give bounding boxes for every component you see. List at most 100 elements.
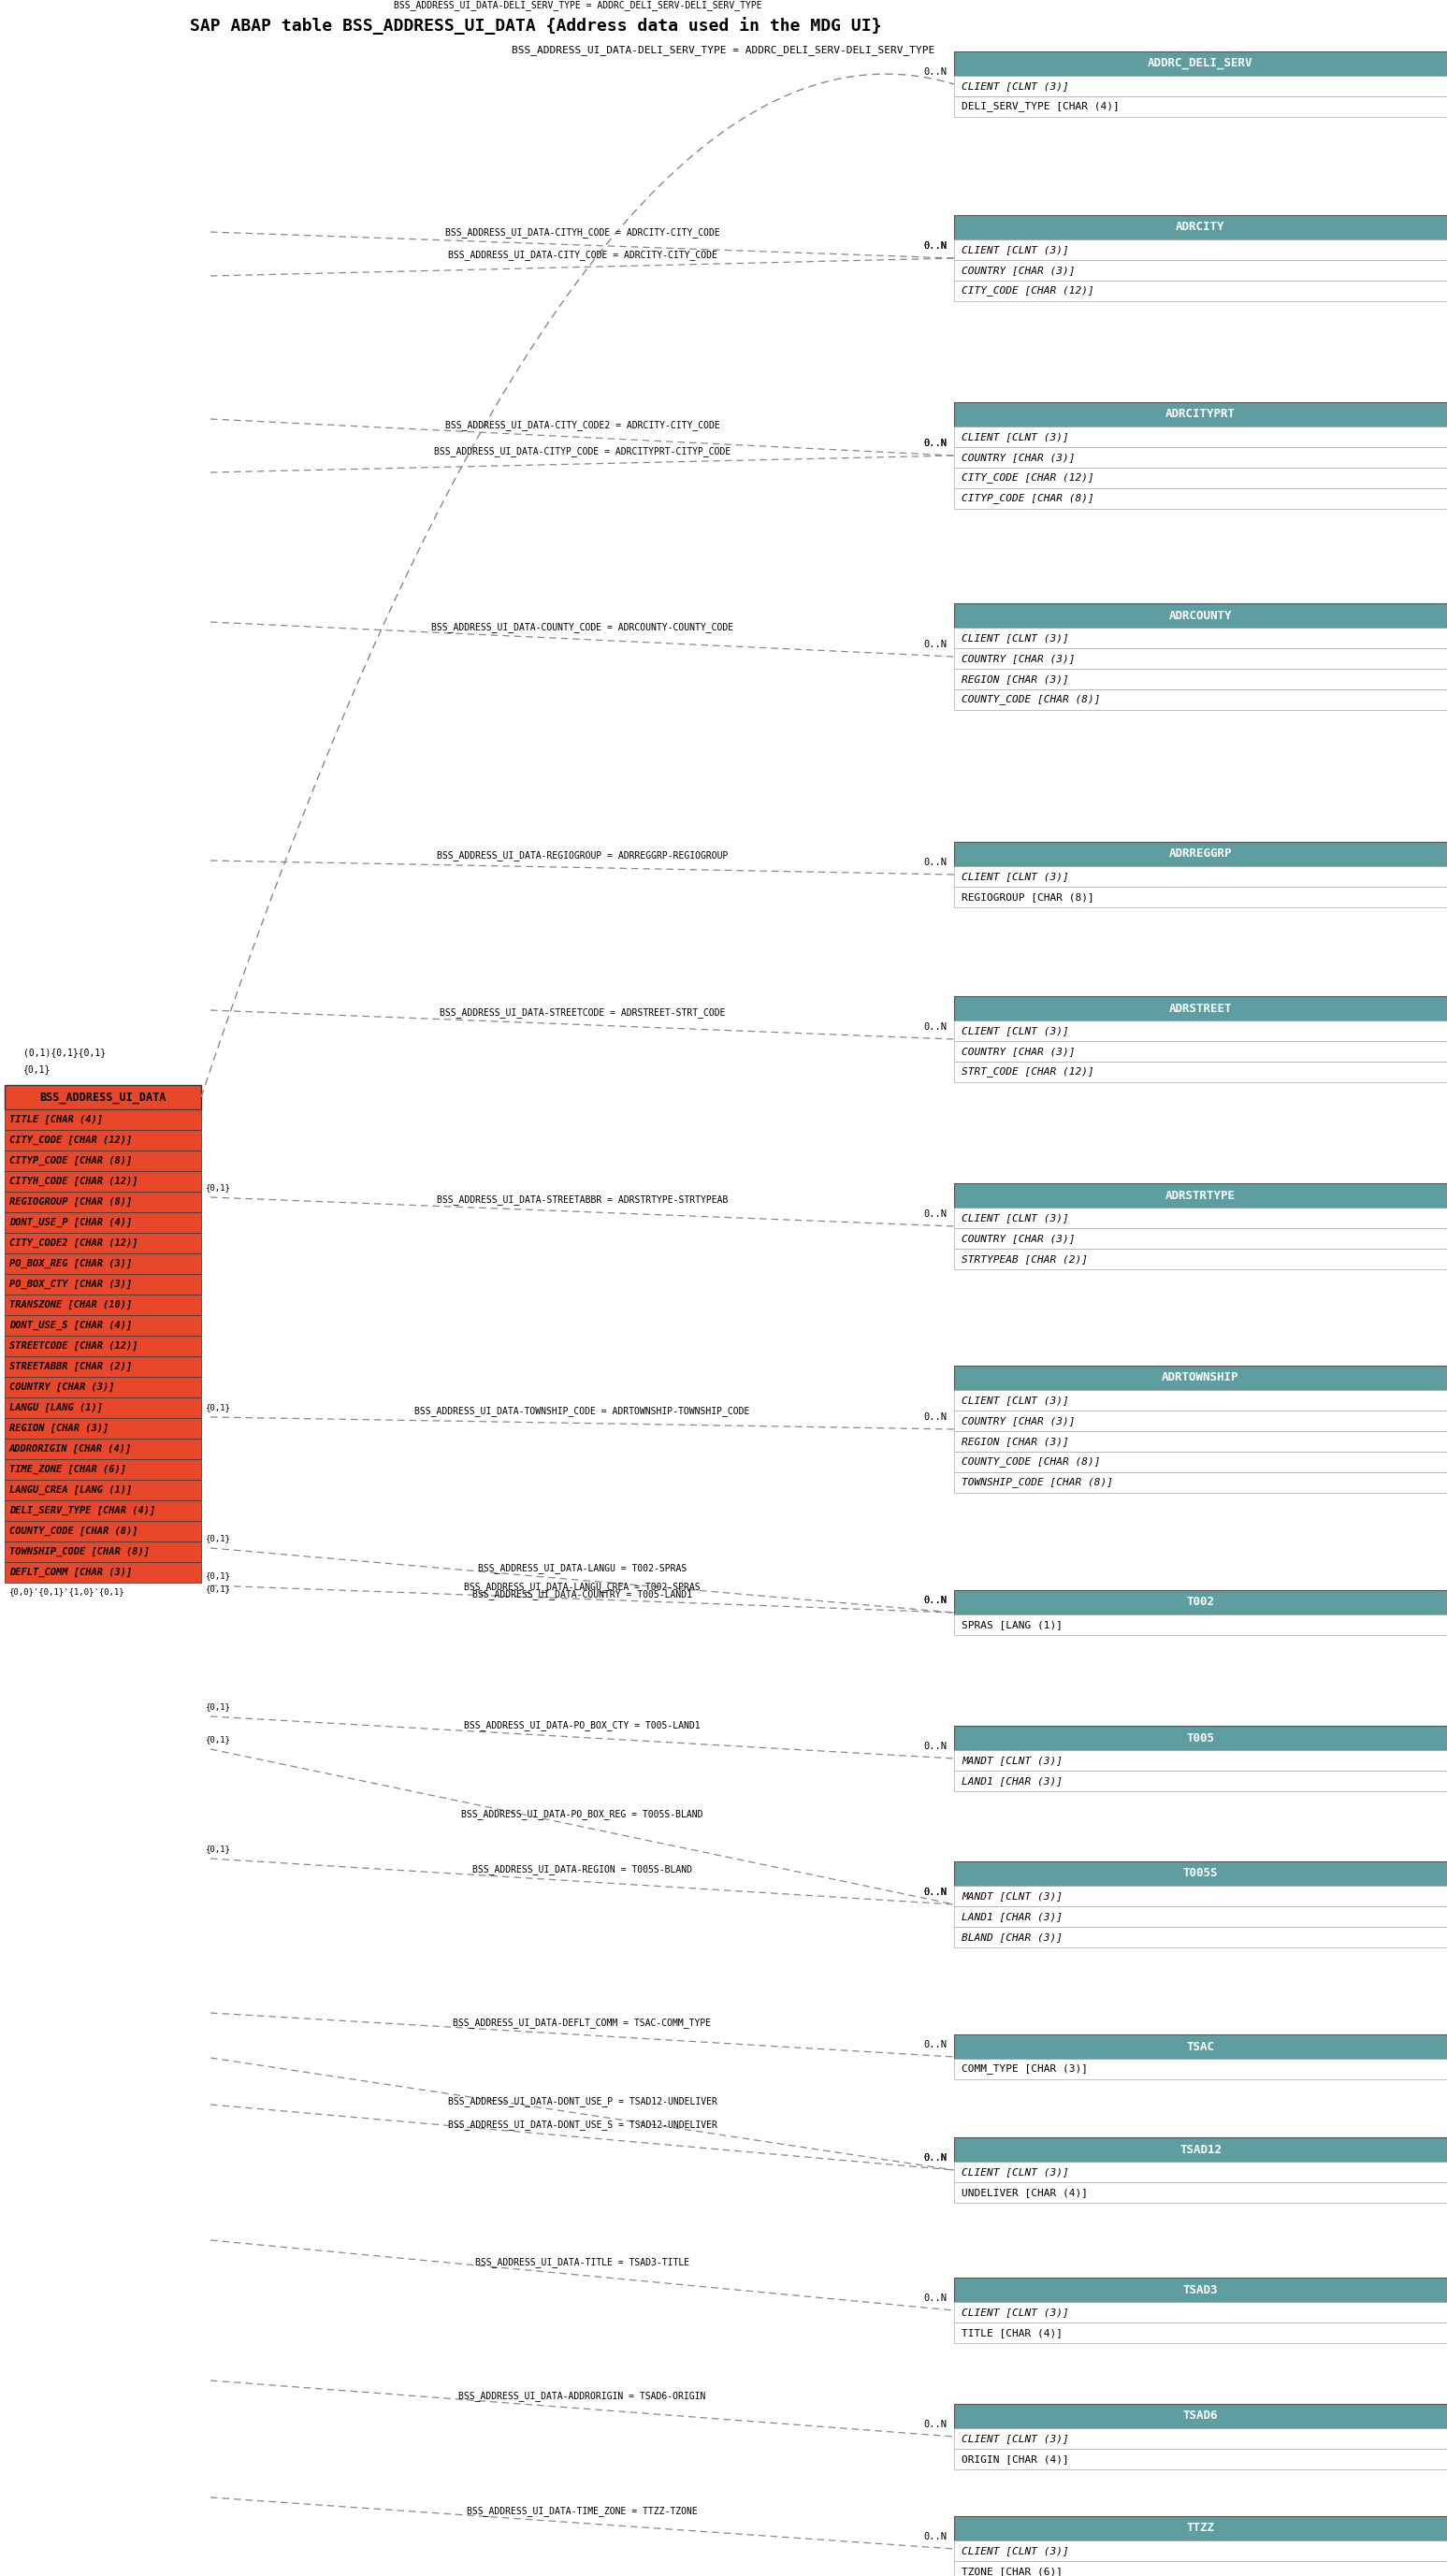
Bar xyxy=(954,1862,1447,1886)
Bar xyxy=(4,1131,201,1151)
Text: {0,1}: {0,1} xyxy=(205,1404,232,1412)
Bar xyxy=(954,1229,1447,1249)
Text: 0..N: 0..N xyxy=(923,438,946,448)
Bar xyxy=(954,1453,1447,1473)
Text: 0..N: 0..N xyxy=(923,2040,946,2050)
Bar xyxy=(954,1906,1447,1927)
Bar xyxy=(4,1110,201,1131)
Bar xyxy=(954,2058,1447,2079)
Text: BSS_ADDRESS_UI_DATA-DEFLT_COMM = TSAC-COMM_TYPE: BSS_ADDRESS_UI_DATA-DEFLT_COMM = TSAC-CO… xyxy=(453,2017,712,2027)
Text: REGION [CHAR (3)]: REGION [CHAR (3)] xyxy=(962,1437,1069,1445)
Text: DEFLT_COMM [CHAR (3)]: DEFLT_COMM [CHAR (3)] xyxy=(9,1569,132,1577)
Text: ADRCITY: ADRCITY xyxy=(1176,222,1226,234)
Text: COUNTRY [CHAR (3)]: COUNTRY [CHAR (3)] xyxy=(962,453,1075,461)
Text: TITLE [CHAR (4)]: TITLE [CHAR (4)] xyxy=(9,1115,103,1123)
Text: ADRREGGRP: ADRREGGRP xyxy=(1169,848,1231,860)
Text: ADRCITYPRT: ADRCITYPRT xyxy=(1165,407,1236,420)
Bar xyxy=(954,1391,1447,1412)
Bar xyxy=(954,2161,1447,2182)
Bar xyxy=(954,2429,1447,2450)
Text: BSS_ADDRESS_UI_DATA-COUNTRY = T005-LAND1: BSS_ADDRESS_UI_DATA-COUNTRY = T005-LAND1 xyxy=(472,1589,692,1600)
Bar xyxy=(4,1396,201,1417)
Text: CITYH_CODE [CHAR (12)]: CITYH_CODE [CHAR (12)] xyxy=(9,1177,137,1185)
Bar xyxy=(954,95,1447,116)
Bar xyxy=(954,2324,1447,2344)
Text: CLIENT [CLNT (3)]: CLIENT [CLNT (3)] xyxy=(962,245,1069,255)
Text: COMM_TYPE [CHAR (3)]: COMM_TYPE [CHAR (3)] xyxy=(962,2063,1088,2074)
Bar xyxy=(4,1084,201,1110)
Text: BSS_ADDRESS_UI_DATA-CITYH_CODE = ADRCITY-CITY_CODE: BSS_ADDRESS_UI_DATA-CITYH_CODE = ADRCITY… xyxy=(444,227,719,237)
Text: CLIENT [CLNT (3)]: CLIENT [CLNT (3)] xyxy=(962,1213,1069,1224)
Bar xyxy=(954,75,1447,95)
Bar xyxy=(954,1473,1447,1494)
Text: REGIOGROUP [CHAR (8)]: REGIOGROUP [CHAR (8)] xyxy=(9,1198,132,1206)
Bar xyxy=(954,1182,1447,1208)
Text: 0..N: 0..N xyxy=(923,2419,946,2429)
Text: BSS_ADDRESS_UI_DATA-DELI_SERV_TYPE = ADDRC_DELI_SERV-DELI_SERV_TYPE: BSS_ADDRESS_UI_DATA-DELI_SERV_TYPE = ADD… xyxy=(394,0,761,10)
Bar xyxy=(954,2182,1447,2202)
Text: BSS_ADDRESS_UI_DATA-TITLE = TSAD3-TITLE: BSS_ADDRESS_UI_DATA-TITLE = TSAD3-TITLE xyxy=(475,2257,689,2267)
Text: 0..N: 0..N xyxy=(923,1888,946,1896)
Text: BSS_ADDRESS_UI_DATA-REGION = T005S-BLAND: BSS_ADDRESS_UI_DATA-REGION = T005S-BLAND xyxy=(472,1865,692,1873)
Bar xyxy=(4,1296,201,1316)
Text: CITY_CODE [CHAR (12)]: CITY_CODE [CHAR (12)] xyxy=(962,286,1094,296)
Text: TSAD6: TSAD6 xyxy=(1184,2411,1218,2421)
Text: TSAD12: TSAD12 xyxy=(1179,2143,1221,2156)
Text: BSS_ADDRESS_UI_DATA: BSS_ADDRESS_UI_DATA xyxy=(39,1092,166,1103)
Text: {0,1}: {0,1} xyxy=(205,1703,232,1710)
Bar xyxy=(4,1275,201,1296)
Bar xyxy=(954,2540,1447,2561)
Text: TITLE [CHAR (4)]: TITLE [CHAR (4)] xyxy=(962,2329,1062,2336)
Bar xyxy=(954,603,1447,629)
Text: BSS_ADDRESS_UI_DATA-COUNTY_CODE = ADRCOUNTY-COUNTY_CODE: BSS_ADDRESS_UI_DATA-COUNTY_CODE = ADRCOU… xyxy=(431,621,734,631)
Bar xyxy=(954,1770,1447,1790)
Text: 0..N: 0..N xyxy=(923,2293,946,2303)
Bar xyxy=(954,1020,1447,1041)
Text: {0,0}'{0,1}'{1,0}'{0,1}: {0,0}'{0,1}'{1,0}'{0,1} xyxy=(9,1587,124,1595)
Text: TOWNSHIP_CODE [CHAR (8)]: TOWNSHIP_CODE [CHAR (8)] xyxy=(962,1479,1113,1489)
Text: COUNTY_CODE [CHAR (8)]: COUNTY_CODE [CHAR (8)] xyxy=(962,1458,1101,1468)
Bar xyxy=(954,1749,1447,1770)
Text: BSS_ADDRESS_UI_DATA-DONT_USE_P = TSAD12-UNDELIVER: BSS_ADDRESS_UI_DATA-DONT_USE_P = TSAD12-… xyxy=(447,2097,716,2107)
Text: {0,1}: {0,1} xyxy=(205,1584,232,1592)
Bar xyxy=(4,1151,201,1172)
Bar xyxy=(954,842,1447,866)
Text: COUNTRY [CHAR (3)]: COUNTRY [CHAR (3)] xyxy=(962,1046,1075,1056)
Text: CLIENT [CLNT (3)]: CLIENT [CLNT (3)] xyxy=(962,2434,1069,2442)
Text: STRT_CODE [CHAR (12)]: STRT_CODE [CHAR (12)] xyxy=(962,1066,1094,1077)
Text: ADRCOUNTY: ADRCOUNTY xyxy=(1169,611,1231,621)
Bar xyxy=(954,1412,1447,1432)
Text: ADRTOWNSHIP: ADRTOWNSHIP xyxy=(1162,1370,1239,1383)
Bar xyxy=(954,629,1447,649)
Text: T005: T005 xyxy=(1187,1731,1214,1744)
Bar xyxy=(4,1193,201,1213)
Text: BSS_ADDRESS_UI_DATA-PO_BOX_CTY = T005-LAND1: BSS_ADDRESS_UI_DATA-PO_BOX_CTY = T005-LA… xyxy=(464,1721,700,1731)
Text: COUNTRY [CHAR (3)]: COUNTRY [CHAR (3)] xyxy=(962,654,1075,662)
Text: TRANSZONE [CHAR (10)]: TRANSZONE [CHAR (10)] xyxy=(9,1301,132,1309)
Text: PO_BOX_REG [CHAR (3)]: PO_BOX_REG [CHAR (3)] xyxy=(9,1260,132,1267)
Text: 0..N: 0..N xyxy=(923,67,946,77)
Text: BLAND [CHAR (3)]: BLAND [CHAR (3)] xyxy=(962,1932,1062,1942)
Text: LAND1 [CHAR (3)]: LAND1 [CHAR (3)] xyxy=(962,1777,1062,1785)
Text: COUNTY_CODE [CHAR (8)]: COUNTY_CODE [CHAR (8)] xyxy=(962,696,1101,706)
Bar xyxy=(4,1213,201,1234)
Text: CLIENT [CLNT (3)]: CLIENT [CLNT (3)] xyxy=(962,2308,1069,2316)
Bar xyxy=(4,1358,201,1376)
Bar xyxy=(954,1726,1447,1749)
Text: BSS_ADDRESS_UI_DATA-TIME_ZONE = TTZZ-TZONE: BSS_ADDRESS_UI_DATA-TIME_ZONE = TTZZ-TZO… xyxy=(467,2506,697,2517)
Text: CLIENT [CLNT (3)]: CLIENT [CLNT (3)] xyxy=(962,2545,1069,2555)
Bar xyxy=(954,2277,1447,2303)
Bar xyxy=(4,1520,201,1540)
Bar xyxy=(954,670,1447,690)
Text: BSS_ADDRESS_UI_DATA-CITY_CODE2 = ADRCITY-CITY_CODE: BSS_ADDRESS_UI_DATA-CITY_CODE2 = ADRCITY… xyxy=(444,420,719,430)
Bar xyxy=(4,1417,201,1437)
Bar xyxy=(954,216,1447,240)
Text: DELI_SERV_TYPE [CHAR (4)]: DELI_SERV_TYPE [CHAR (4)] xyxy=(962,100,1120,111)
Text: TOWNSHIP_CODE [CHAR (8)]: TOWNSHIP_CODE [CHAR (8)] xyxy=(9,1548,149,1556)
Text: SPRAS [LANG (1)]: SPRAS [LANG (1)] xyxy=(962,1620,1062,1631)
Text: LAND1 [CHAR (3)]: LAND1 [CHAR (3)] xyxy=(962,1911,1062,1922)
Bar xyxy=(4,1479,201,1499)
Text: REGION [CHAR (3)]: REGION [CHAR (3)] xyxy=(962,675,1069,683)
Bar xyxy=(954,1615,1447,1636)
Text: TSAC: TSAC xyxy=(1187,2040,1214,2053)
